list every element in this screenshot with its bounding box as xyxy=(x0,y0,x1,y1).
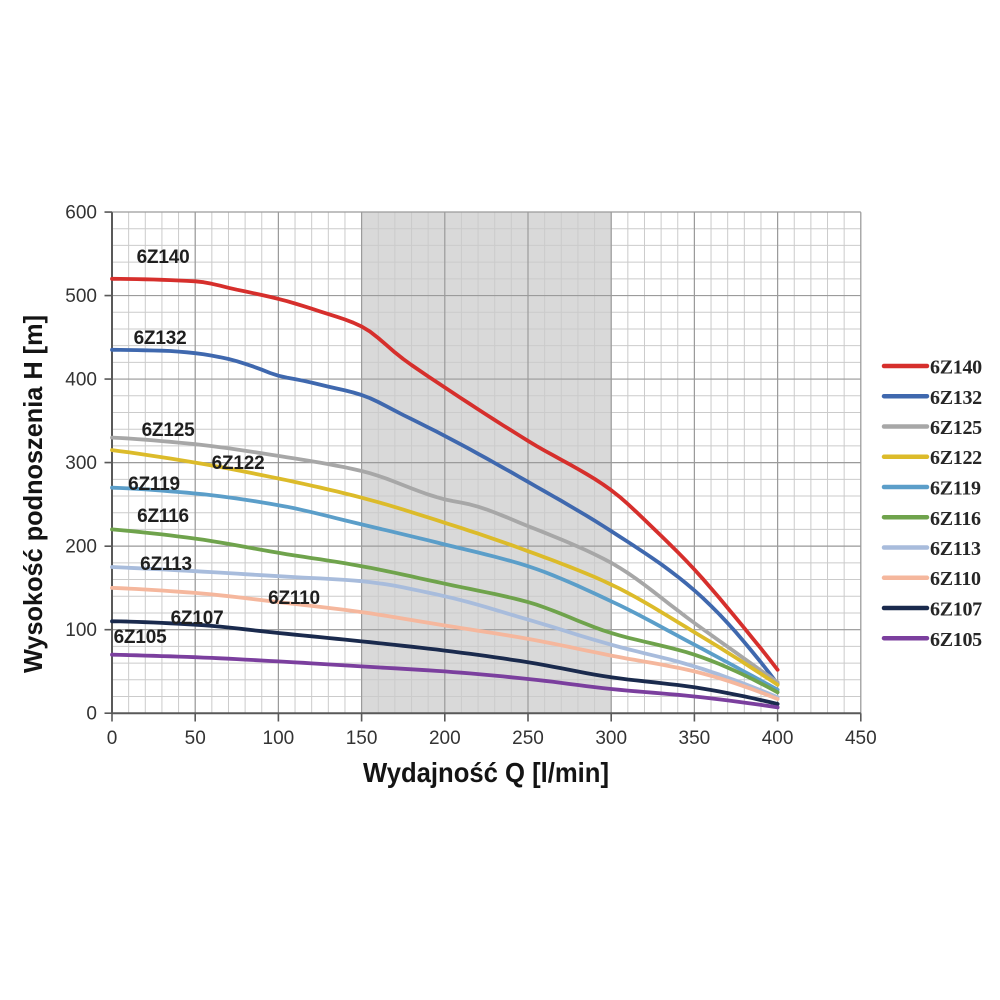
svg-text:6Z113: 6Z113 xyxy=(140,554,192,575)
svg-text:200: 200 xyxy=(429,728,461,749)
svg-text:0: 0 xyxy=(86,704,97,725)
svg-text:500: 500 xyxy=(65,286,97,307)
svg-text:250: 250 xyxy=(512,728,544,749)
svg-text:300: 300 xyxy=(595,728,627,749)
svg-text:6Z125: 6Z125 xyxy=(930,417,982,439)
svg-text:600: 600 xyxy=(65,203,97,224)
svg-text:400: 400 xyxy=(65,370,97,391)
svg-text:Wydajność Q [l/min]: Wydajność Q [l/min] xyxy=(363,757,609,788)
svg-text:350: 350 xyxy=(679,728,711,749)
svg-text:6Z140: 6Z140 xyxy=(137,247,190,268)
svg-text:6Z125: 6Z125 xyxy=(142,420,196,441)
svg-text:6Z107: 6Z107 xyxy=(171,608,224,629)
svg-text:6Z105: 6Z105 xyxy=(930,629,982,651)
svg-text:6Z119: 6Z119 xyxy=(128,474,180,495)
svg-text:100: 100 xyxy=(65,620,97,641)
svg-text:6Z140: 6Z140 xyxy=(930,357,982,379)
svg-text:50: 50 xyxy=(185,728,206,749)
svg-text:200: 200 xyxy=(65,537,97,558)
svg-text:450: 450 xyxy=(845,728,877,749)
svg-text:100: 100 xyxy=(263,728,295,749)
svg-text:6Z107: 6Z107 xyxy=(930,599,982,621)
svg-text:6Z116: 6Z116 xyxy=(930,508,981,530)
svg-text:0: 0 xyxy=(107,728,118,749)
svg-text:6Z110: 6Z110 xyxy=(268,588,320,609)
svg-text:400: 400 xyxy=(762,728,794,749)
svg-text:Wysokość podnoszenia H [m]: Wysokość podnoszenia H [m] xyxy=(18,315,48,673)
svg-text:6Z132: 6Z132 xyxy=(930,387,982,409)
svg-text:6Z122: 6Z122 xyxy=(930,447,982,469)
svg-text:6Z113: 6Z113 xyxy=(930,538,981,560)
svg-text:150: 150 xyxy=(346,728,378,749)
svg-text:6Z110: 6Z110 xyxy=(930,568,981,590)
svg-text:300: 300 xyxy=(65,453,97,474)
svg-text:6Z132: 6Z132 xyxy=(134,328,187,349)
svg-text:6Z105: 6Z105 xyxy=(114,627,168,648)
svg-text:6Z116: 6Z116 xyxy=(137,506,189,527)
svg-text:6Z119: 6Z119 xyxy=(930,478,981,500)
svg-text:6Z122: 6Z122 xyxy=(212,453,265,474)
